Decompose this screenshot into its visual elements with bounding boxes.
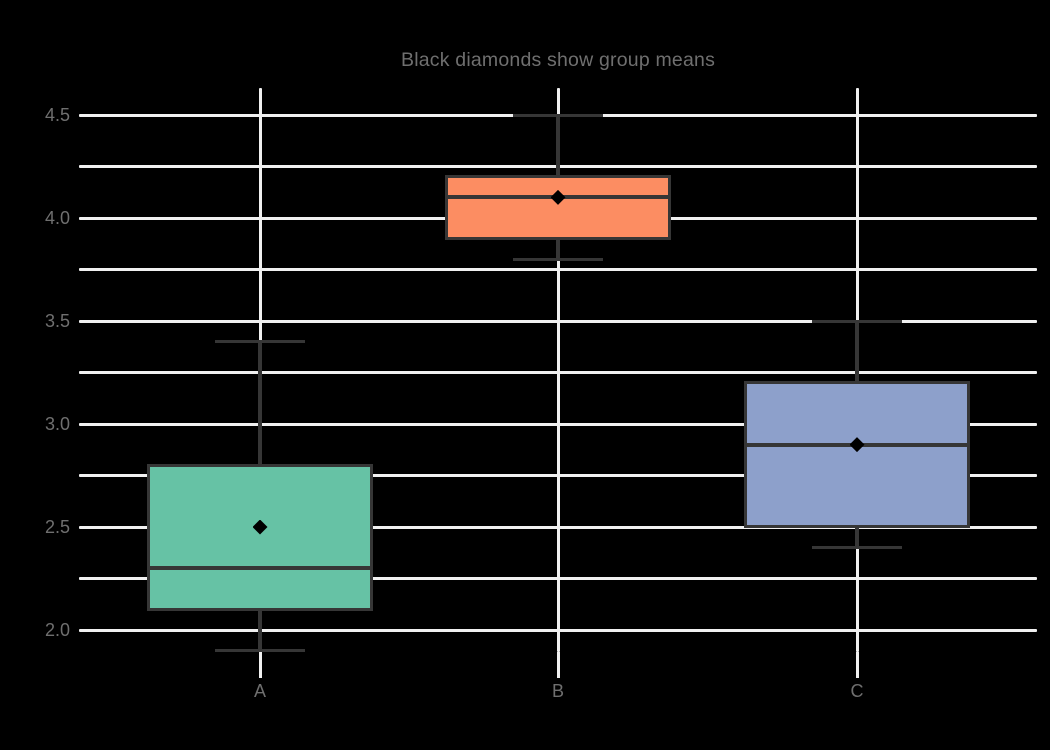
box-B (445, 175, 671, 241)
mean-diamond-B (550, 189, 566, 205)
whisker-cap-C-upper (812, 319, 902, 323)
whisker-cap-A-lower (215, 649, 305, 653)
box-C (744, 381, 970, 529)
mean-diamond-C (849, 437, 865, 453)
whisker-cap-B-lower (513, 257, 603, 261)
whisker-B-upper (556, 115, 560, 177)
whisker-C-lower (855, 527, 859, 548)
xtick-mark-C (855, 652, 859, 678)
xtick-label-C: C (850, 681, 864, 701)
xtick-mark-A (258, 652, 262, 678)
ytick-label-4.0: 4.0 (44, 208, 70, 228)
box-A (147, 463, 373, 611)
ytick-label-3.0: 3.0 (44, 414, 70, 434)
ytick-label-4.5: 4.5 (44, 105, 70, 125)
xtick-label-B: B (551, 681, 564, 701)
whisker-B-lower (556, 238, 560, 260)
ytick-label-2.0: 2.0 (44, 620, 70, 640)
whisker-cap-B-upper (513, 113, 603, 117)
whisker-A-upper (258, 341, 262, 466)
ytick-label-3.5: 3.5 (44, 311, 70, 331)
whisker-A-lower (258, 609, 262, 651)
ytick-label-2.5: 2.5 (44, 517, 70, 537)
xtick-label-A: A (253, 681, 266, 701)
xtick-mark-B (556, 652, 560, 678)
whisker-C-upper (855, 321, 859, 383)
whisker-cap-A-upper (215, 340, 305, 344)
gridline-x-B (556, 88, 560, 652)
median-line-A (147, 566, 373, 571)
whisker-cap-C-lower (812, 546, 902, 550)
chart-title: Black diamonds show group means (400, 49, 716, 71)
mean-diamond-A (252, 519, 268, 535)
